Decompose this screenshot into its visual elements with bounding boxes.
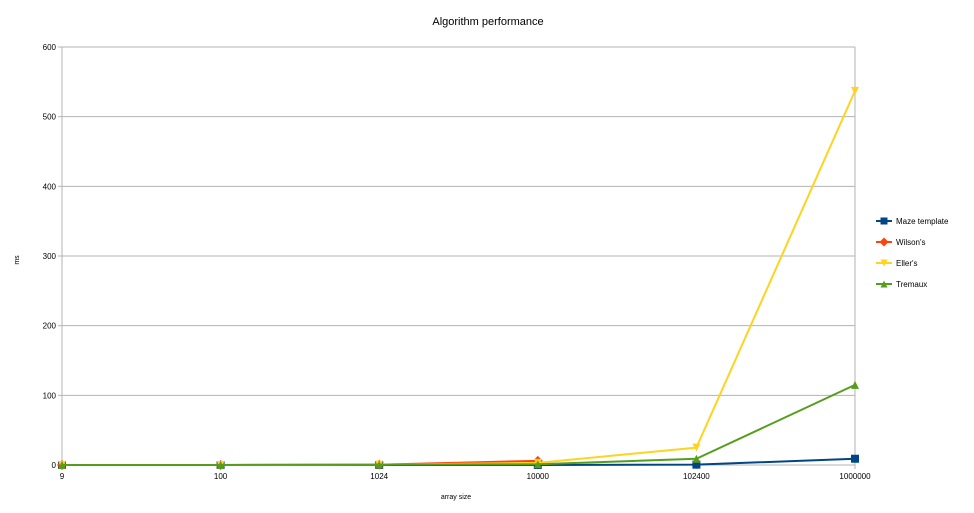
legend-item: Eller's bbox=[876, 259, 918, 268]
data-point bbox=[692, 454, 701, 463]
gridlines bbox=[62, 46, 855, 466]
y-tick-label: 100 bbox=[43, 391, 57, 400]
chart-title: Algorithm performance bbox=[432, 16, 543, 28]
x-tick-label: 1024 bbox=[370, 472, 388, 481]
data-point bbox=[692, 460, 701, 469]
legend-item: Wilson's bbox=[876, 237, 926, 247]
legend-label: Wilson's bbox=[896, 238, 926, 247]
series-tremaux bbox=[58, 380, 859, 469]
data-point bbox=[879, 237, 889, 247]
y-tick-label: 200 bbox=[43, 322, 57, 331]
data-point bbox=[533, 460, 542, 469]
legend-item: Tremaux bbox=[876, 280, 927, 289]
x-tick-label: 9 bbox=[60, 472, 65, 481]
y-tick-label: 400 bbox=[43, 182, 57, 191]
data-point bbox=[880, 280, 888, 288]
legend-item: Maze template bbox=[876, 217, 949, 226]
series-line bbox=[62, 90, 856, 466]
data-point bbox=[851, 380, 859, 389]
series-line bbox=[62, 383, 856, 466]
legend-label: Eller's bbox=[896, 259, 918, 268]
data-point bbox=[375, 460, 384, 469]
y-tick-label: 600 bbox=[43, 43, 57, 52]
x-tick-label: 10000 bbox=[527, 472, 550, 481]
x-axis-label: array size bbox=[441, 494, 471, 501]
y-tick-label: 300 bbox=[43, 252, 57, 261]
x-tick-label: 102400 bbox=[683, 472, 710, 481]
series-eller-s bbox=[58, 86, 859, 469]
data-point bbox=[851, 86, 859, 95]
x-tick-label: 1000000 bbox=[839, 472, 871, 481]
legend-label: Tremaux bbox=[896, 280, 927, 289]
data-point bbox=[216, 461, 225, 469]
axes: 0 100 200 300 400 500 600 9 100 1024 10000 102400 10… bbox=[43, 43, 871, 481]
data-point bbox=[58, 461, 66, 469]
data-point bbox=[851, 454, 859, 463]
y-tick-label: 0 bbox=[52, 461, 57, 470]
legend: Maze template Wilson's Eller's Tremaux bbox=[876, 217, 949, 289]
y-axis-label: ms bbox=[14, 255, 21, 265]
y-tick-label: 500 bbox=[43, 113, 57, 122]
x-tick-label: 100 bbox=[214, 472, 228, 481]
data-point bbox=[880, 217, 888, 225]
data-point bbox=[880, 259, 888, 267]
series bbox=[57, 86, 859, 470]
legend-label: Maze template bbox=[896, 217, 949, 226]
data-point bbox=[692, 443, 701, 452]
